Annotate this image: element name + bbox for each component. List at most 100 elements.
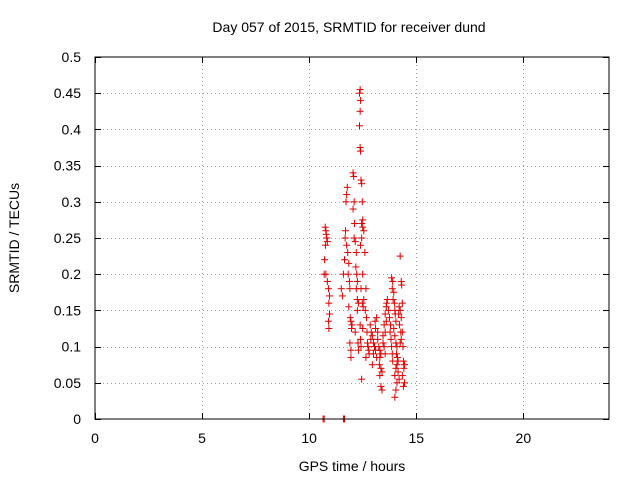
data-point [354, 346, 362, 354]
data-point [377, 364, 385, 372]
data-point [368, 332, 376, 340]
y-tick-label: 0.35 [54, 158, 81, 174]
data-points [319, 86, 408, 423]
data-point [341, 256, 349, 264]
data-point [352, 248, 360, 256]
data-point [362, 285, 370, 293]
data-point [344, 270, 352, 278]
data-point [343, 183, 351, 191]
data-point [349, 169, 357, 177]
y-tick-label: 0.1 [62, 339, 82, 355]
data-point [358, 220, 366, 228]
x-tick-labels: 0 5 10 15 20 [91, 430, 531, 446]
data-point [377, 382, 385, 390]
data-point [366, 321, 374, 329]
data-point [381, 310, 389, 318]
data-point [354, 339, 362, 347]
y-tick-labels: 0 0.05 0.1 0.15 0.2 0.25 0.3 0.35 0.4 0.45 0.5 [54, 49, 81, 427]
data-point [347, 353, 355, 361]
y-tick-label: 0.2 [62, 266, 82, 282]
data-point [388, 274, 396, 282]
data-point [363, 339, 371, 347]
data-point [361, 248, 369, 256]
y-tick-label: 0.4 [62, 121, 82, 137]
data-point [355, 122, 363, 130]
data-point [399, 343, 407, 351]
data-point [358, 375, 366, 383]
data-point [342, 227, 350, 235]
data-point [359, 303, 367, 311]
data-point [389, 277, 397, 285]
data-point [360, 296, 368, 304]
data-point [325, 299, 333, 307]
data-point [379, 339, 387, 347]
data-point [395, 310, 403, 318]
data-point [320, 270, 328, 278]
data-point [343, 241, 351, 249]
x-tick-label: 15 [408, 430, 424, 446]
data-point [359, 325, 367, 332]
data-point [362, 353, 370, 361]
data-point [387, 321, 395, 329]
data-point [391, 372, 399, 380]
data-point [379, 332, 387, 340]
x-axis-label: GPS time / hours [299, 458, 406, 474]
data-point [374, 335, 382, 343]
data-point [384, 306, 392, 314]
data-point [398, 299, 406, 307]
data-point [368, 361, 376, 369]
data-point [369, 350, 377, 358]
data-point [389, 296, 397, 304]
data-point [388, 285, 396, 293]
data-point [357, 96, 365, 104]
data-point [376, 346, 384, 354]
data-point [358, 180, 366, 188]
data-point [382, 317, 390, 325]
data-point [352, 263, 360, 271]
data-point [323, 238, 331, 246]
x-tick-label: 0 [91, 430, 99, 446]
data-point [324, 285, 332, 293]
data-point [380, 321, 388, 329]
data-point [393, 350, 401, 358]
data-point [351, 238, 359, 246]
data-point [397, 314, 405, 322]
data-point [395, 303, 403, 311]
plot-frame [94, 56, 610, 420]
data-point [353, 270, 361, 278]
data-point [391, 393, 399, 401]
data-point [380, 343, 388, 351]
data-point [385, 314, 393, 322]
data-point [396, 321, 404, 329]
data-point [376, 372, 384, 380]
data-point [356, 321, 364, 329]
data-point [361, 306, 369, 314]
data-point [399, 357, 407, 365]
data-point [326, 310, 334, 318]
data-point [390, 299, 398, 307]
data-point [346, 285, 354, 293]
data-point [325, 325, 333, 332]
data-point [374, 328, 382, 336]
data-point [346, 314, 354, 322]
data-point [387, 335, 395, 343]
data-point [324, 317, 332, 325]
data-point [357, 335, 365, 343]
y-tick-label: 0 [73, 411, 81, 427]
data-point [398, 281, 406, 289]
y-axis-label: SRMTID / TECUs [6, 183, 22, 293]
data-point [346, 339, 354, 347]
data-point [348, 325, 356, 332]
data-point [386, 328, 394, 336]
y-tick-label: 0.3 [62, 194, 82, 210]
data-point [375, 361, 383, 369]
x-tick-label: 20 [516, 430, 532, 446]
x-tick-label: 5 [198, 430, 206, 446]
data-point [359, 270, 367, 278]
data-point [326, 292, 334, 300]
data-point [321, 241, 329, 249]
data-point [351, 328, 359, 336]
data-point [398, 328, 406, 336]
